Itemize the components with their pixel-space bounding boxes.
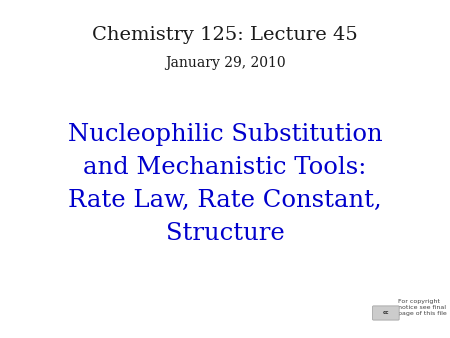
Text: Chemistry 125: Lecture 45: Chemistry 125: Lecture 45 xyxy=(92,26,358,45)
Text: January 29, 2010: January 29, 2010 xyxy=(165,55,285,70)
Text: cc: cc xyxy=(382,311,389,315)
Text: For copyright
notice see final
page of this file: For copyright notice see final page of t… xyxy=(398,299,447,316)
FancyBboxPatch shape xyxy=(373,306,399,320)
Text: Nucleophilic Substitution
and Mechanistic Tools:
Rate Law, Rate Constant,
Struct: Nucleophilic Substitution and Mechanisti… xyxy=(68,123,382,245)
